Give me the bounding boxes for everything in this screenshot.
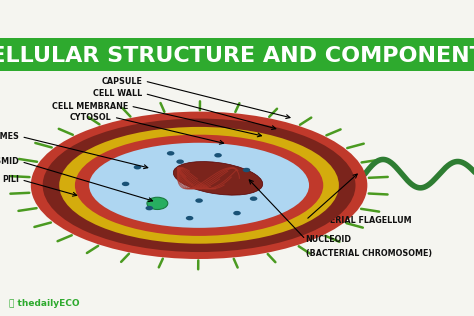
- Circle shape: [233, 211, 241, 215]
- Text: CELL WALL: CELL WALL: [93, 89, 142, 98]
- Ellipse shape: [173, 161, 263, 195]
- Text: CELL MEMBRANE: CELL MEMBRANE: [52, 101, 128, 111]
- Ellipse shape: [75, 135, 323, 236]
- Text: PILI: PILI: [2, 175, 19, 184]
- FancyBboxPatch shape: [0, 38, 474, 71]
- Circle shape: [147, 197, 168, 210]
- Text: CAPSULE: CAPSULE: [101, 76, 142, 86]
- Text: BACTERIAL FLAGELLUM: BACTERIAL FLAGELLUM: [306, 216, 411, 225]
- Text: RIBOSOMES: RIBOSOMES: [0, 132, 19, 141]
- Circle shape: [214, 153, 222, 157]
- Circle shape: [176, 160, 184, 164]
- Circle shape: [250, 197, 257, 201]
- Circle shape: [195, 198, 203, 203]
- Text: PLASMID: PLASMID: [0, 157, 19, 166]
- Ellipse shape: [31, 112, 367, 259]
- Ellipse shape: [43, 118, 356, 252]
- Ellipse shape: [89, 143, 309, 228]
- Text: CYTOSOL: CYTOSOL: [70, 113, 111, 122]
- Text: 🌿 thedailyECO: 🌿 thedailyECO: [9, 299, 80, 308]
- Text: (BACTERIAL CHROMOSOME): (BACTERIAL CHROMOSOME): [306, 249, 432, 258]
- Circle shape: [167, 151, 174, 155]
- Text: NUCLEOID: NUCLEOID: [306, 235, 352, 244]
- Ellipse shape: [59, 127, 339, 244]
- Circle shape: [186, 216, 193, 220]
- Text: CELLULAR STRUCTURE AND COMPONENTS: CELLULAR STRUCTURE AND COMPONENTS: [0, 46, 474, 66]
- Circle shape: [134, 165, 141, 169]
- Circle shape: [122, 182, 129, 186]
- Circle shape: [243, 168, 250, 172]
- Circle shape: [146, 206, 153, 210]
